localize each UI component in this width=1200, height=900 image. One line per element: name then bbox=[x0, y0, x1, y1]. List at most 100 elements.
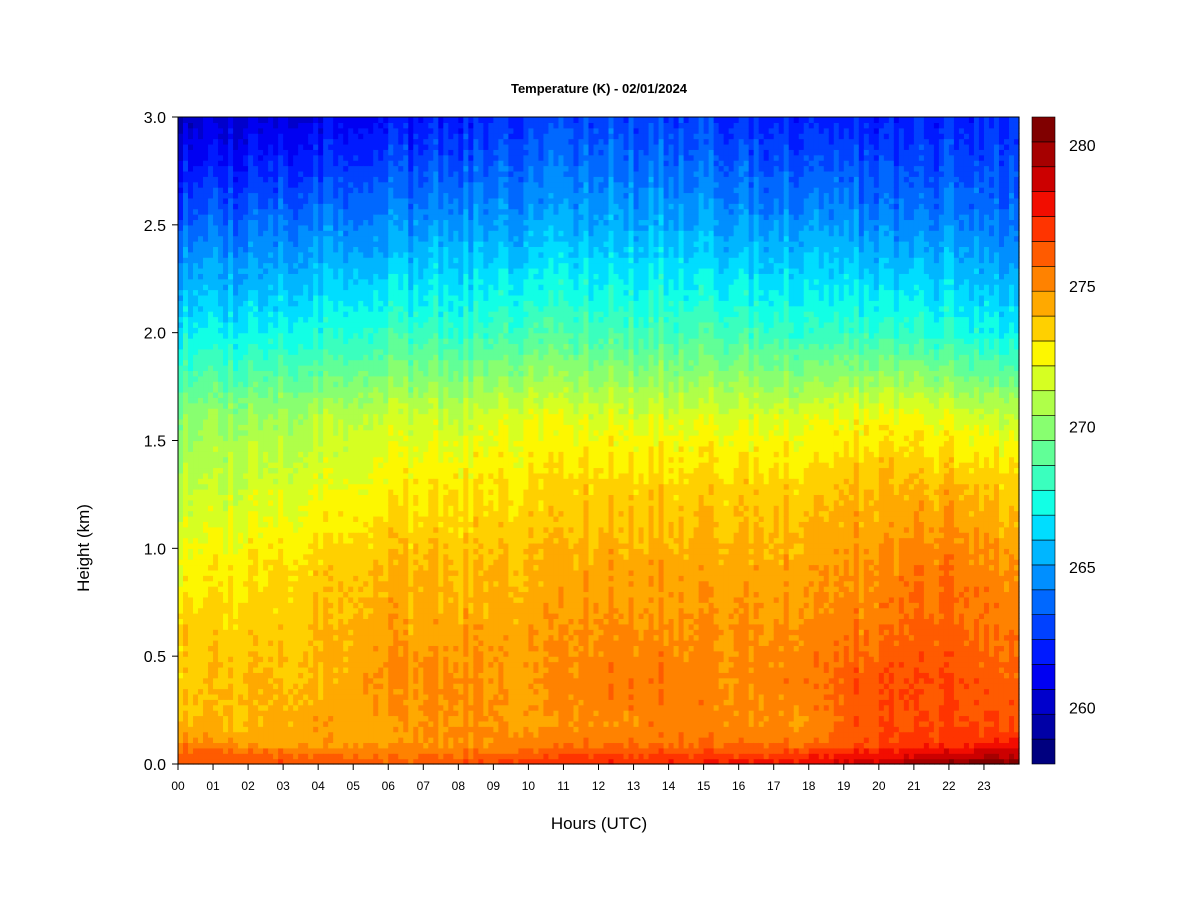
heatmap-cell bbox=[268, 187, 274, 194]
heatmap-cell bbox=[293, 348, 299, 355]
heatmap-cell bbox=[263, 305, 269, 312]
heatmap-cell bbox=[378, 451, 384, 458]
heatmap-cell bbox=[373, 553, 379, 560]
heatmap-cell bbox=[318, 165, 324, 172]
heatmap-cell bbox=[208, 224, 214, 231]
heatmap-cell bbox=[258, 478, 264, 485]
heatmap-cell bbox=[313, 575, 319, 582]
heatmap-cell bbox=[203, 386, 209, 393]
heatmap-cell bbox=[358, 321, 364, 328]
heatmap-cell bbox=[378, 510, 384, 517]
heatmap-cell bbox=[348, 327, 354, 334]
heatmap-cell bbox=[378, 230, 384, 237]
heatmap-cell bbox=[318, 747, 324, 754]
heatmap-cell bbox=[178, 569, 184, 576]
heatmap-cell bbox=[283, 187, 289, 194]
heatmap-cell bbox=[203, 230, 209, 237]
heatmap-cell bbox=[293, 327, 299, 334]
heatmap-cell bbox=[273, 354, 279, 361]
heatmap-cell bbox=[353, 472, 359, 479]
heatmap-cell bbox=[358, 753, 364, 760]
heatmap-cell bbox=[288, 720, 294, 727]
heatmap-cell bbox=[328, 618, 334, 625]
heatmap-cell bbox=[338, 289, 344, 296]
heatmap-cell bbox=[328, 569, 334, 576]
heatmap-cell bbox=[238, 747, 244, 754]
heatmap-cell bbox=[278, 451, 284, 458]
heatmap-cell bbox=[353, 542, 359, 549]
heatmap-cell bbox=[313, 666, 319, 673]
heatmap-cell bbox=[178, 645, 184, 652]
heatmap-cell bbox=[298, 537, 304, 544]
heatmap-cell bbox=[273, 715, 279, 722]
heatmap-cell bbox=[243, 591, 249, 598]
heatmap-cell bbox=[258, 747, 264, 754]
heatmap-cell bbox=[368, 542, 374, 549]
heatmap-cell bbox=[188, 230, 194, 237]
heatmap-cell bbox=[233, 397, 239, 404]
heatmap-cell bbox=[193, 607, 199, 614]
heatmap-cell bbox=[313, 117, 319, 123]
heatmap-cell bbox=[278, 170, 284, 177]
heatmap-cell bbox=[283, 273, 289, 280]
heatmap-cell bbox=[248, 753, 254, 760]
heatmap-cell bbox=[258, 149, 264, 156]
heatmap-cell bbox=[343, 515, 349, 522]
heatmap-cell bbox=[273, 677, 279, 684]
heatmap-cell bbox=[198, 602, 204, 609]
heatmap-cell bbox=[348, 564, 354, 571]
heatmap-cell bbox=[218, 693, 224, 700]
heatmap-cell bbox=[343, 257, 349, 264]
heatmap-cell bbox=[258, 365, 264, 372]
heatmap-cell bbox=[378, 650, 384, 657]
heatmap-cell bbox=[363, 138, 369, 145]
heatmap-cell bbox=[213, 731, 219, 738]
heatmap-cell bbox=[363, 397, 369, 404]
heatmap-cell bbox=[313, 569, 319, 576]
heatmap-cell bbox=[228, 418, 234, 425]
heatmap-cell bbox=[378, 715, 384, 722]
heatmap-cell bbox=[193, 559, 199, 566]
heatmap-cell bbox=[308, 726, 314, 733]
heatmap-cell bbox=[233, 413, 239, 420]
heatmap-cell bbox=[353, 758, 359, 765]
heatmap-cell bbox=[343, 219, 349, 226]
heatmap-cell bbox=[183, 569, 189, 576]
heatmap-cell bbox=[263, 515, 269, 522]
heatmap-cell bbox=[208, 440, 214, 447]
heatmap-cell bbox=[223, 710, 229, 717]
heatmap-cell bbox=[283, 251, 289, 258]
heatmap-cell bbox=[353, 672, 359, 679]
heatmap-cell bbox=[238, 257, 244, 264]
heatmap-cell bbox=[203, 737, 209, 744]
heatmap-cell bbox=[188, 284, 194, 291]
heatmap-cell bbox=[313, 413, 319, 420]
heatmap-cell bbox=[383, 753, 389, 760]
heatmap-cell bbox=[238, 348, 244, 355]
heatmap-cell bbox=[238, 499, 244, 506]
heatmap-cell bbox=[303, 251, 309, 258]
heatmap-cell bbox=[293, 699, 299, 706]
heatmap-cell bbox=[208, 677, 214, 684]
heatmap-cell bbox=[358, 737, 364, 744]
heatmap-cell bbox=[208, 650, 214, 657]
heatmap-cell bbox=[298, 489, 304, 496]
heatmap-cell bbox=[373, 650, 379, 657]
heatmap-cell bbox=[313, 294, 319, 301]
heatmap-cell bbox=[203, 542, 209, 549]
heatmap-cell bbox=[188, 381, 194, 388]
heatmap-cell bbox=[178, 515, 184, 522]
heatmap-cell bbox=[218, 278, 224, 285]
heatmap-cell bbox=[283, 429, 289, 436]
heatmap-cell bbox=[188, 731, 194, 738]
heatmap-cell bbox=[273, 246, 279, 253]
heatmap-cell bbox=[183, 515, 189, 522]
heatmap-cell bbox=[223, 311, 229, 318]
heatmap-cell bbox=[278, 688, 284, 695]
heatmap-cell bbox=[283, 607, 289, 614]
heatmap-cell bbox=[218, 650, 224, 657]
heatmap-cell bbox=[313, 424, 319, 431]
heatmap-cell bbox=[353, 257, 359, 264]
heatmap-cell bbox=[178, 753, 184, 760]
heatmap-cell bbox=[178, 192, 184, 199]
